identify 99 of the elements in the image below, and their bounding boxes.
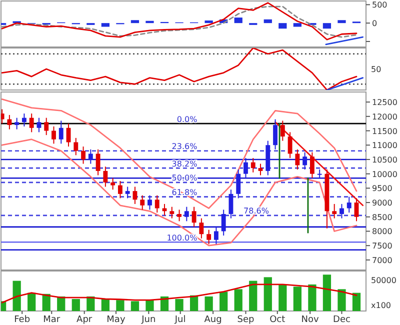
annotation: 100.0%: [166, 233, 198, 242]
x-tick-label: Feb: [14, 315, 30, 325]
bar: [86, 296, 95, 311]
y-tick-label: 8000: [372, 227, 392, 236]
bar: [116, 300, 124, 311]
line-series: [1, 98, 358, 209]
candlestick: [346, 196, 352, 214]
x-tick-label: May: [106, 315, 126, 325]
bar: [175, 299, 184, 311]
candlestick: [7, 114, 12, 130]
y-tick-label: 9500: [372, 184, 392, 194]
candlestick: [1, 108, 4, 124]
candlestick: [125, 186, 130, 199]
annotation: 38.2%: [172, 159, 198, 168]
x-tick-label: Sep: [237, 315, 255, 325]
candlestick: [302, 152, 308, 170]
annotation: 23.6%: [172, 142, 198, 152]
y-tick-label: 8500: [372, 212, 392, 222]
candlestick: [192, 206, 196, 228]
text: 50: [371, 65, 382, 74]
candlestick: [250, 158, 256, 173]
x-tick-label: Mar: [43, 315, 60, 325]
text: 50000: [371, 276, 396, 285]
candlestick: [110, 178, 116, 190]
y-tick-label: 11500: [372, 126, 398, 136]
candlestick: [273, 118, 278, 150]
x-tick-label: Jun: [140, 315, 156, 325]
bar: [12, 280, 21, 311]
candlestick: [221, 209, 226, 236]
bar: [42, 294, 50, 311]
candlestick: [184, 206, 189, 222]
bar: [293, 286, 302, 311]
text: x100: [371, 301, 392, 310]
bar: [220, 292, 228, 311]
bar: [72, 299, 80, 311]
candlestick: [228, 189, 234, 219]
candlestick: [199, 218, 204, 239]
x-tick-label: Apr: [76, 315, 92, 325]
bar: [234, 289, 242, 311]
x-tick-label: Aug: [204, 315, 222, 325]
y-tick-label: 12500: [372, 98, 398, 108]
candlestick: [354, 198, 359, 222]
candlestick: [288, 132, 292, 159]
bar: [249, 280, 258, 311]
y-tick-label: 7500: [372, 242, 392, 251]
y-tick-label: 500: [372, 0, 388, 10]
candlestick: [148, 194, 152, 210]
bar: [28, 292, 36, 311]
candlestick: [74, 137, 78, 156]
candlestick: [58, 120, 64, 144]
y-tick-label: 9000: [372, 198, 392, 208]
bar: [57, 296, 66, 311]
candlestick: [280, 120, 285, 142]
candlestick: [88, 148, 93, 164]
bar: [101, 299, 110, 311]
x-tick-label: Dec: [333, 315, 350, 325]
candlestick: [52, 126, 56, 144]
annotation: 0.0%: [176, 114, 198, 124]
y-tick-label: 0: [372, 19, 378, 28]
x-tick-label: Oct: [270, 315, 286, 325]
bar: [352, 292, 361, 311]
bar: [278, 284, 287, 311]
candlestick: [22, 113, 26, 127]
candlestick: [29, 113, 34, 133]
candlestick: [310, 152, 314, 179]
x-tick-label: Jul: [174, 315, 186, 325]
candlestick: [170, 206, 174, 219]
candlestick: [118, 180, 122, 199]
candlestick: [44, 117, 49, 136]
candlestick: [177, 209, 182, 222]
candlestick: [14, 117, 20, 130]
candlestick: [206, 229, 212, 245]
candlestick: [36, 117, 42, 133]
candlestick: [154, 194, 160, 214]
candlestick: [81, 146, 86, 164]
candlestick: [103, 166, 108, 188]
candlestick: [340, 203, 344, 219]
candlestick: [332, 203, 337, 219]
candlestick: [214, 226, 218, 245]
bar: [204, 296, 213, 311]
candlestick: [295, 148, 300, 170]
bar: [308, 284, 316, 311]
bar: [338, 289, 346, 311]
y-tick-label: 11000: [372, 141, 398, 150]
candlestick: [140, 194, 145, 210]
x-tick-label: Nov: [301, 315, 320, 325]
line-series: [1, 138, 358, 246]
y-tick-label: 10500: [372, 155, 398, 164]
bar: [130, 301, 140, 311]
bar: [146, 300, 154, 311]
bar: [264, 277, 272, 311]
bar: [322, 274, 332, 311]
y-tick-label: 7000: [372, 256, 392, 265]
candlestick: [236, 169, 241, 199]
candlestick: [258, 163, 263, 176]
y-tick-label: 10000: [372, 170, 398, 179]
candlestick: [96, 148, 100, 176]
candlestick: [244, 158, 248, 179]
y-tick-label: 12000: [372, 112, 398, 122]
